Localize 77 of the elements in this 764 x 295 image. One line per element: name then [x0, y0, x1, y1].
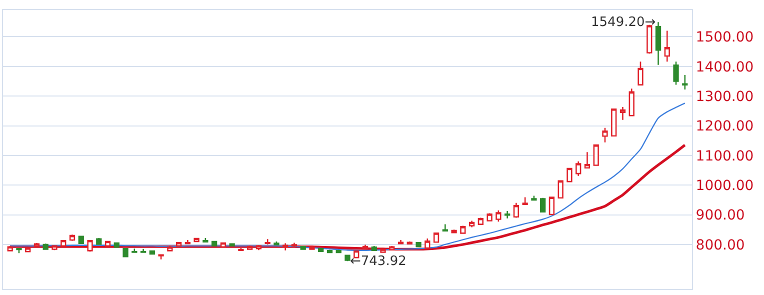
candlestick [96, 237, 102, 246]
candlestick [247, 245, 253, 250]
candlestick [673, 60, 679, 86]
candlestick [52, 244, 58, 251]
candlestick [114, 242, 120, 248]
candlestick [602, 127, 608, 144]
candlestick [389, 245, 395, 251]
candlestick [194, 237, 200, 242]
candlestick [34, 242, 40, 248]
candlestick [638, 60, 644, 86]
y-tick-label: 900.00 [696, 208, 745, 224]
candlestick [371, 245, 377, 252]
candlestick [548, 196, 555, 216]
candlestick [540, 197, 546, 214]
candlestick [122, 247, 128, 258]
candlestick [264, 238, 270, 246]
line-series [10, 102, 686, 252]
candlestick [87, 239, 93, 252]
candlestick [416, 241, 422, 248]
y-tick-label: 1500.00 [696, 30, 754, 46]
annotation: ←743.92 [350, 254, 406, 269]
candlestick [380, 248, 386, 254]
candlestick [442, 224, 448, 232]
candlestick [282, 242, 288, 252]
y-tick-label: 1400.00 [696, 59, 754, 76]
candlestick [7, 245, 13, 252]
candlestick [531, 195, 537, 201]
candlestick [566, 167, 572, 183]
candlestick [291, 242, 298, 248]
candlestick [309, 246, 315, 250]
candlestick [486, 212, 492, 222]
candlestick [344, 254, 350, 262]
candlestick [513, 202, 520, 218]
candlestick [468, 220, 475, 228]
candlestick [496, 210, 502, 222]
annotation: 1549.20→ [591, 15, 656, 30]
candlestick [620, 106, 626, 120]
candlestick [504, 210, 510, 220]
candlestick [167, 245, 173, 252]
candlestick [69, 234, 76, 242]
candlestick [211, 240, 218, 247]
y-tick-label: 800.00 [696, 237, 745, 254]
candlestick [132, 248, 138, 253]
candlestick [158, 254, 164, 260]
candlestick [424, 238, 430, 250]
candlestick [628, 88, 634, 117]
candlestick [522, 196, 528, 206]
candlestick [274, 240, 280, 246]
candlestick [229, 242, 235, 247]
candlestick [664, 30, 670, 62]
candlestick [25, 246, 31, 253]
candlestick [78, 235, 84, 244]
candlestick [184, 239, 191, 245]
candlestick [60, 239, 66, 247]
candlestick [611, 108, 617, 138]
candlestick [558, 180, 564, 200]
candlestick [451, 228, 457, 234]
candlestick [202, 237, 208, 243]
candlestick [318, 247, 324, 252]
candlestick [576, 160, 582, 177]
y-tick-label: 1100.00 [696, 148, 754, 164]
candlestick [256, 244, 262, 251]
candlestick [584, 152, 590, 169]
candlestick [593, 144, 599, 166]
candlestick [433, 232, 440, 244]
candlestick [42, 242, 48, 250]
candlestick [140, 248, 146, 254]
candlestick [478, 217, 484, 226]
candlestick [16, 247, 22, 254]
candlestick [300, 245, 306, 250]
y-tick-label: 1000.00 [696, 178, 754, 194]
candlestick [176, 241, 182, 247]
y-tick-label: 1200.00 [696, 118, 754, 135]
candlestick [655, 21, 662, 66]
candlestick [460, 225, 466, 234]
candlestick [682, 74, 688, 90]
y-tick-label: 1300.00 [696, 88, 754, 105]
